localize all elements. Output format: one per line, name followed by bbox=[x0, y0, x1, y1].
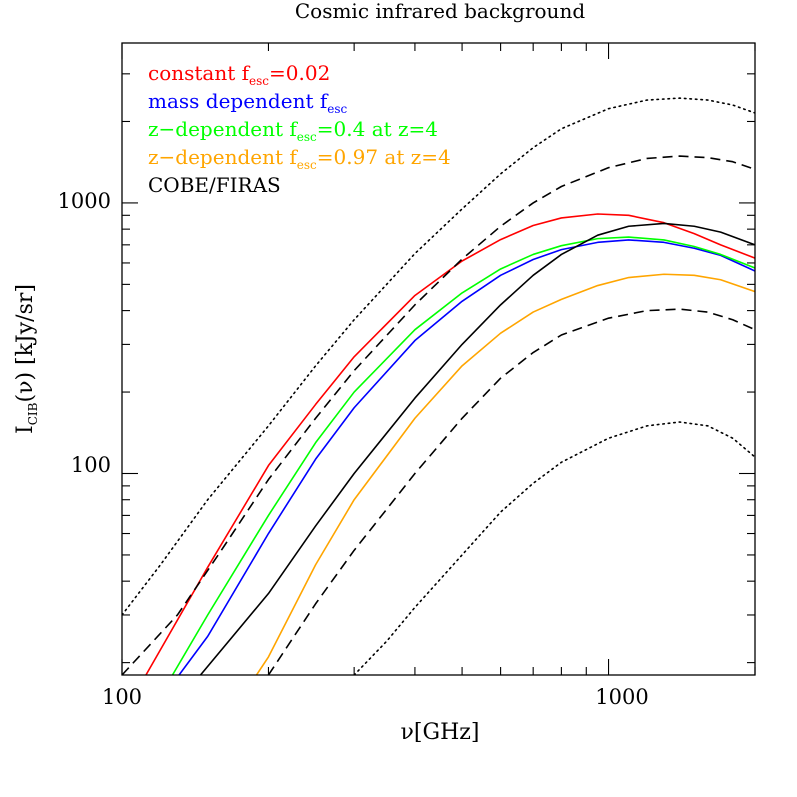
legend-entry-text: mass dependent f bbox=[148, 89, 329, 113]
legend-entry-subscript: esc bbox=[297, 130, 317, 144]
series-line-7 bbox=[122, 97, 755, 616]
x-axis-label: ν[GHz] bbox=[401, 720, 480, 745]
y-tick-label-1000: 1000 bbox=[58, 189, 111, 213]
y-axis-label: ICIB(ν) [kJy/sr] bbox=[13, 284, 40, 434]
y-tick-labels: 100 1000 bbox=[58, 189, 111, 477]
legend-entry-subscript: esc bbox=[297, 158, 317, 172]
legend-entry-text: COBE/FIRAS bbox=[148, 173, 281, 197]
legend-entry-2: z−dependent fesc=0.4 at z=4 bbox=[148, 117, 438, 144]
series-line-5 bbox=[122, 155, 755, 675]
legend-entry-subscript: esc bbox=[327, 102, 347, 116]
series-line-0 bbox=[145, 213, 755, 675]
series-line-4 bbox=[199, 222, 755, 675]
legend-entry-3: z−dependent fesc=0.97 at z=4 bbox=[148, 145, 451, 172]
axis-ticks bbox=[121, 43, 756, 675]
x-tick-labels: 100 1000 bbox=[102, 685, 649, 709]
series-line-1 bbox=[178, 239, 755, 675]
series-line-3 bbox=[255, 273, 755, 675]
series-line-8 bbox=[353, 421, 755, 675]
y-tick-label-100: 100 bbox=[71, 453, 111, 477]
legend-entry-suffix: =0.97 at z=4 bbox=[317, 145, 451, 169]
legend-entry-text: constant f bbox=[148, 61, 251, 85]
chart-title: Cosmic infrared background bbox=[295, 0, 585, 23]
series-line-6 bbox=[267, 308, 755, 675]
legend-entry-1: mass dependent fesc bbox=[148, 89, 348, 116]
legend-entry-text: z−dependent f bbox=[148, 117, 298, 141]
y-axis-label-main: I bbox=[13, 425, 38, 434]
svg-text:ICIB(ν) [kJy/sr]: ICIB(ν) [kJy/sr] bbox=[13, 284, 40, 434]
x-tick-label-1000: 1000 bbox=[595, 685, 648, 709]
x-tick-label-100: 100 bbox=[102, 685, 142, 709]
series-group bbox=[122, 97, 755, 675]
plot-frame bbox=[121, 42, 756, 676]
legend-entry-text: z−dependent f bbox=[148, 145, 298, 169]
plot-area bbox=[121, 43, 756, 675]
legend-entry-subscript: esc bbox=[249, 74, 269, 88]
legend-entry-suffix: =0.02 bbox=[269, 61, 330, 85]
y-axis-label-sub: CIB bbox=[26, 402, 40, 425]
y-axis-label-rest: (ν) [kJy/sr] bbox=[13, 284, 38, 403]
series-line-2 bbox=[171, 236, 755, 675]
legend-entry-4: COBE/FIRAS bbox=[148, 173, 281, 197]
legend-entry-suffix: =0.4 at z=4 bbox=[317, 117, 438, 141]
legend-entry-0: constant fesc=0.02 bbox=[148, 61, 330, 88]
